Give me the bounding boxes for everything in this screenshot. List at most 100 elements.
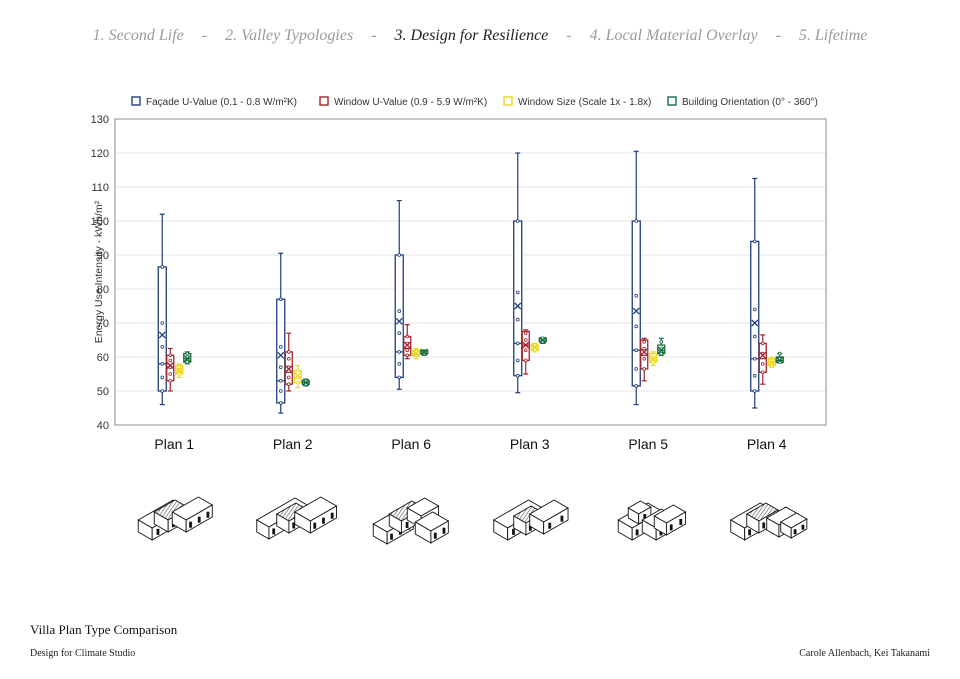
box-iqr — [394, 254, 404, 379]
legend-label: Building Orientation (0° - 360°) — [682, 97, 818, 108]
box-plan-4-series-3 — [767, 356, 776, 368]
box-plan-6-series-3 — [412, 347, 421, 360]
data-point — [777, 351, 782, 356]
nav-step-3[interactable]: 3. Design for Resilience — [394, 27, 549, 44]
studio-name: Design for Climate Studio — [30, 648, 136, 659]
data-point — [278, 389, 283, 393]
x-category-label: Plan 3 — [510, 436, 550, 450]
data-point — [278, 365, 283, 370]
data-point — [515, 373, 520, 378]
mean-marker-b — [175, 367, 183, 375]
window — [206, 511, 210, 518]
window — [433, 532, 437, 539]
window — [189, 521, 192, 528]
y-tick-label: 50 — [97, 386, 109, 398]
data-point — [168, 372, 173, 376]
mean-marker-b — [522, 341, 530, 349]
legend-label: Façade U-Value (0.1 - 0.8 W/m²K) — [146, 97, 297, 108]
window — [313, 522, 317, 529]
data-point — [760, 370, 765, 375]
data-point — [286, 356, 291, 361]
data-point — [634, 293, 639, 298]
data-point — [752, 356, 757, 361]
plan-4-floor-plan-drawing — [729, 502, 808, 541]
nav-step-4[interactable]: 4. Local Material Overlay — [589, 27, 758, 44]
page-title: Villa Plan Type Comparison — [30, 622, 178, 637]
y-tick-label: 120 — [91, 148, 109, 160]
y-axis-label: Energy Use Intensity - kWh/m² — [93, 200, 105, 343]
data-point — [752, 334, 757, 339]
data-point — [286, 350, 291, 354]
data-point — [634, 219, 639, 223]
mean-marker-b — [166, 362, 174, 369]
box-plan-1-series-2 — [166, 347, 175, 392]
x-category-label: Plan 1 — [154, 436, 194, 450]
data-point — [397, 253, 402, 257]
data-point — [752, 389, 757, 393]
box-plan-2-series-4 — [301, 378, 310, 387]
data-point — [642, 367, 647, 371]
window — [635, 529, 639, 536]
data-point — [752, 239, 757, 244]
box-iqr — [750, 240, 760, 392]
plot-area-frame — [114, 118, 827, 426]
window — [197, 516, 201, 523]
data-point — [405, 348, 410, 353]
x-category-label: Plan 2 — [273, 436, 313, 450]
window — [292, 522, 296, 529]
nav-separator: - — [566, 27, 572, 44]
nav-step-1[interactable]: 1. Second Life — [92, 27, 184, 44]
box-plan-4-series-1 — [750, 177, 760, 409]
y-tick-label: 40 — [97, 420, 109, 432]
data-point — [515, 290, 520, 295]
data-point — [405, 353, 410, 358]
mean-marker-b — [649, 355, 657, 363]
window — [330, 512, 334, 519]
data-point — [634, 367, 639, 371]
plan-6-floor-plan-drawing — [372, 497, 450, 545]
window — [272, 528, 276, 535]
nav-step-2[interactable]: 2. Valley Typologies — [225, 27, 354, 44]
data-point — [286, 382, 291, 387]
window — [512, 528, 515, 535]
mean-marker-b — [514, 302, 522, 310]
box-iqr — [631, 220, 641, 387]
box-plan-2-series-2 — [284, 332, 293, 392]
box-plan-4-series-4 — [775, 351, 784, 364]
data-point — [523, 348, 528, 353]
data-point — [515, 358, 520, 363]
mean-marker-b — [539, 336, 547, 344]
data-point — [160, 321, 165, 325]
data-point — [160, 361, 165, 366]
data-point — [185, 360, 190, 364]
legend-swatch — [503, 96, 513, 106]
y-tick-label: 110 — [91, 182, 109, 194]
nav-separator: - — [775, 27, 781, 44]
legend-swatch — [319, 96, 329, 106]
data-point — [160, 344, 165, 349]
y-tick-label: 90 — [97, 250, 109, 262]
y-tick-label: 130 — [91, 114, 109, 126]
data-point — [634, 384, 639, 388]
box-iqr — [513, 220, 523, 377]
box-plan-2-series-3 — [293, 364, 302, 389]
plan-1-floor-plan-drawing — [137, 496, 214, 541]
mean-marker-b — [158, 331, 166, 339]
mean-marker-b — [759, 351, 767, 359]
data-point — [397, 375, 402, 380]
data-point — [651, 360, 656, 364]
data-point — [160, 265, 165, 269]
data-point — [523, 331, 528, 336]
legend-swatch — [131, 96, 141, 106]
mean-marker-b — [531, 343, 539, 351]
data-point — [752, 373, 757, 378]
box-plan-3-series-2 — [521, 329, 530, 375]
nav-step-5[interactable]: 5. Lifetime — [798, 27, 868, 44]
data-point — [634, 348, 639, 353]
mean-marker-b — [751, 319, 759, 327]
data-point — [659, 351, 664, 356]
window — [322, 517, 325, 524]
data-point — [168, 353, 173, 358]
data-point — [642, 346, 647, 351]
box-plan-1-series-4 — [183, 351, 192, 365]
